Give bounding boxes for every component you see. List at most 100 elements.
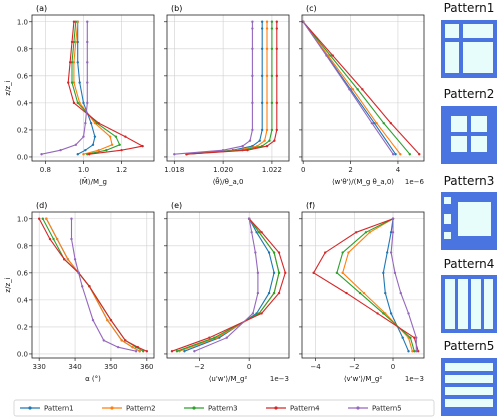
data-point-c-Pattern5-2 xyxy=(348,88,351,91)
data-point-d-Pattern5-0 xyxy=(134,350,138,353)
data-point-e-Pattern3-3 xyxy=(272,291,276,295)
data-point-d-Pattern4-4 xyxy=(88,285,91,288)
data-point-f-Pattern5-2 xyxy=(407,312,410,315)
pattern-cell-3-3 xyxy=(458,202,491,236)
pattern-cell-1-3 xyxy=(463,42,493,73)
y-tick-label-d-5: 1.0 xyxy=(17,215,28,223)
panel-d: 330 340 350 360 0.0 0.2 0.4 0.6 0.8 1.0 (d) α (°) z/… xyxy=(4,201,155,383)
x-axis-label-b: ⟨θ̄⟩/θ_a,0 xyxy=(213,177,244,186)
panel-label-a: (a) xyxy=(36,4,47,13)
panel-c: 0 2 4 (c) ⟨w'θ'⟩/(M_g θ_a,0) 1e−6 xyxy=(299,4,425,186)
series-line-a-Pattern3 xyxy=(71,21,121,155)
data-point-c-Pattern3-1 xyxy=(382,121,385,125)
data-point-e-Pattern5-7 xyxy=(247,217,251,220)
data-point-b-Pattern4-2 xyxy=(265,144,269,148)
data-point-f-Pattern1-2 xyxy=(389,312,393,315)
data-point-a-Pattern5-5 xyxy=(86,101,89,105)
data-point-f-Pattern5-4 xyxy=(393,271,397,275)
data-point-b-Pattern1-5 xyxy=(260,101,264,105)
data-point-d-Pattern5-3 xyxy=(91,318,95,322)
pattern-cell-5-0 xyxy=(445,363,493,371)
data-point-b-Pattern5-3 xyxy=(248,139,252,142)
x-tick-label-e-1: 0 xyxy=(247,363,251,371)
pattern-cell-1-0 xyxy=(445,24,459,38)
panel-label-e: (e) xyxy=(171,201,182,210)
data-point-a-Pattern4-0 xyxy=(87,153,91,156)
data-point-b-Pattern4-3 xyxy=(273,139,276,142)
x-tick-label-d-3: 360 xyxy=(140,363,153,371)
data-point-a-Pattern2-3 xyxy=(108,135,112,138)
data-point-d-Pattern2-1 xyxy=(131,345,134,349)
data-point-a-Pattern1-5 xyxy=(82,101,85,105)
data-point-a-Pattern1-8 xyxy=(76,40,79,44)
data-point-d-Pattern5-1 xyxy=(116,345,120,349)
series-line-b-Pattern4 xyxy=(186,21,278,155)
data-point-f-Pattern1-3 xyxy=(384,291,387,295)
data-point-c-Pattern2-0 xyxy=(399,153,402,156)
pattern-cell-4-1 xyxy=(458,279,468,329)
x-axis-label-f: ⟨v'w'⟩/M_g² xyxy=(344,375,383,383)
data-point-a-Pattern1-3 xyxy=(93,135,97,138)
data-point-f-Pattern4-5 xyxy=(324,251,327,254)
pattern-cell-3-1 xyxy=(444,214,451,224)
data-point-e-Pattern4-6 xyxy=(260,231,263,234)
data-point-b-Pattern2-8 xyxy=(265,27,269,30)
pattern-cell-5-3 xyxy=(445,399,493,407)
data-point-f-Pattern3-0 xyxy=(413,350,416,353)
data-point-b-Pattern5-4 xyxy=(251,128,254,132)
pattern-cell-2-0 xyxy=(451,116,467,132)
panel-label-c: (c) xyxy=(306,4,317,13)
x-tick-label-a-2: 1.2 xyxy=(116,166,127,174)
data-point-c-Pattern3-3 xyxy=(329,54,332,57)
x-tick-label-c-1: 2 xyxy=(348,166,352,174)
data-point-b-Pattern4-8 xyxy=(275,27,278,30)
data-point-e-Pattern1-0 xyxy=(183,350,186,353)
data-point-f-Pattern5-7 xyxy=(391,217,395,220)
x-tick-label-d-2: 350 xyxy=(104,363,117,371)
pattern-cell-3-0 xyxy=(444,197,451,204)
pattern-box-2 xyxy=(441,106,497,164)
data-point-c-Pattern5-4 xyxy=(301,20,305,23)
data-point-e-Pattern1-6 xyxy=(255,231,258,234)
x-tick-label-f-1: −2 xyxy=(349,363,359,371)
y-tick-label-a-3: 0.6 xyxy=(17,72,29,80)
x-tick-label-f-2: 0 xyxy=(391,363,395,371)
data-point-a-Pattern5-9 xyxy=(86,20,89,23)
data-point-f-Pattern4-3 xyxy=(345,291,348,295)
data-point-e-Pattern5-1 xyxy=(225,336,228,339)
pattern-cell-4-2 xyxy=(471,279,481,329)
data-point-e-Pattern4-0 xyxy=(170,350,174,353)
data-point-b-Pattern5-7 xyxy=(251,47,254,50)
axes-frame-e xyxy=(166,211,290,359)
data-point-a-Pattern1-7 xyxy=(76,61,79,64)
data-point-d-Pattern4-1 xyxy=(136,345,140,349)
x-axis-label-e: ⟨u'w'⟩/M_g² xyxy=(209,375,248,383)
x-axis-exponent-e: 1e−3 xyxy=(270,375,289,383)
data-point-a-Pattern5-8 xyxy=(86,40,89,44)
data-point-f-Pattern2-0 xyxy=(411,350,414,353)
data-point-e-Pattern4-4 xyxy=(284,271,287,275)
data-point-b-Pattern5-8 xyxy=(251,27,254,30)
data-point-b-Pattern3-9 xyxy=(270,20,274,23)
data-point-f-Pattern1-4 xyxy=(382,271,385,275)
data-point-e-Pattern5-0 xyxy=(193,350,196,353)
pattern-title-5: Pattern5 xyxy=(444,339,495,353)
data-point-e-Pattern5-3 xyxy=(256,291,260,295)
data-point-a-Pattern4-1 xyxy=(120,148,123,152)
data-point-d-Pattern4-0 xyxy=(145,350,149,353)
series-line-b-Pattern2 xyxy=(186,21,268,155)
x-tick-label-a-0: 0.8 xyxy=(40,166,51,174)
data-point-b-Pattern4-7 xyxy=(275,47,278,50)
data-point-e-Pattern5-6 xyxy=(250,231,253,234)
panel-label-d: (d) xyxy=(36,201,47,210)
x-tick-label-f-0: −4 xyxy=(310,363,321,371)
series-line-d-Pattern5 xyxy=(70,218,137,352)
x-axis-label-c: ⟨w'θ'⟩/(M_g θ_a,0) xyxy=(332,178,394,186)
series-line-d-Pattern1 xyxy=(45,218,140,352)
series-line-e-Pattern5 xyxy=(194,218,259,352)
data-point-f-Pattern4-1 xyxy=(413,336,416,339)
panel-e: −2 0 (e) ⟨u'w'⟩/M_g² 1e−3 xyxy=(164,201,290,383)
x-tick-label-d-1: 340 xyxy=(68,363,81,371)
data-point-a-Pattern1-0 xyxy=(76,153,79,156)
data-point-a-Pattern3-2 xyxy=(118,143,121,146)
